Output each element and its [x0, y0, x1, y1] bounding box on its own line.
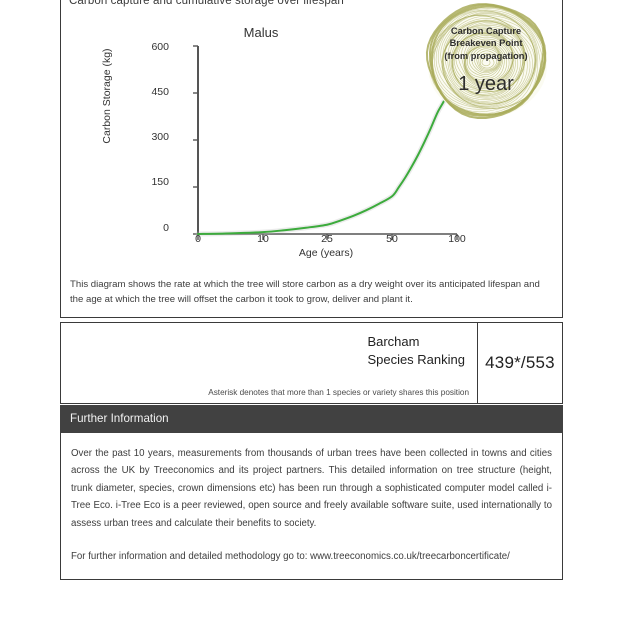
x-axis-ticks: 0 10 25 50 100: [61, 233, 491, 249]
y-tick-label: 300: [151, 131, 169, 143]
further-information-header-label: Further Information: [70, 412, 169, 425]
further-information-body: Over the past 10 years, measurements fro…: [60, 433, 563, 580]
further-information-paragraph-1: Over the past 10 years, measurements fro…: [71, 448, 552, 529]
y-tick-label: 450: [151, 86, 169, 98]
y-tick-label: 0: [163, 222, 169, 234]
ranking-label-cell: Barcham Species Ranking Asterisk denotes…: [60, 322, 478, 404]
further-information-paragraph-2: For further information and detailed met…: [71, 551, 510, 563]
ranking-heading-line1: Barcham: [367, 334, 420, 349]
chart-caption: This diagram shows the rate at which the…: [70, 279, 540, 305]
chart-species-subtitle: Malus: [243, 25, 279, 40]
y-axis-ticks: 600 450 300 150 0: [121, 0, 169, 245]
y-tick-label: 600: [151, 41, 169, 53]
breakeven-badge: Carbon Capture Breakeven Point (from pro…: [418, 0, 554, 127]
ranking-value-cell: 439*/553: [478, 322, 563, 404]
ranking-asterisk-note: Asterisk denotes that more than 1 specie…: [208, 388, 469, 397]
chart-title: Carbon capture and cumulative storage ov…: [69, 0, 344, 7]
tree-rings-icon: [425, 3, 547, 119]
carbon-storage-line-chart: [193, 45, 460, 240]
further-information-panel: Further Information Over the past 10 yea…: [60, 405, 563, 580]
y-tick-label: 150: [151, 176, 169, 188]
x-tick-label: 25: [321, 233, 333, 245]
species-ranking-panel: Barcham Species Ranking Asterisk denotes…: [60, 322, 563, 404]
x-tick-label: 100: [448, 233, 466, 245]
breakeven-caption: Carbon Capture Breakeven Point (from pro…: [418, 25, 554, 62]
ranking-heading-line2: Species Ranking: [367, 352, 465, 367]
breakeven-value: 1 year: [458, 73, 514, 95]
x-tick-label: 50: [386, 233, 398, 245]
breakeven-line1: Carbon Capture: [450, 26, 522, 36]
breakeven-line3: (from propagation): [444, 50, 528, 61]
x-tick-label: 10: [257, 233, 269, 245]
breakeven-line2: Breakeven Point: [449, 38, 523, 49]
x-axis-label: Age (years): [298, 247, 354, 259]
ranking-value: 439*/553: [485, 353, 555, 372]
chart-panel: Carbon capture and cumulative storage ov…: [60, 0, 563, 318]
further-information-header: Further Information: [60, 405, 563, 433]
x-tick-label: 0: [195, 233, 201, 245]
chart-plot-area: Carbon Storage (kg) 600 450 300 150 0: [61, 0, 491, 265]
ranking-heading: Barcham Species Ranking: [367, 333, 465, 369]
